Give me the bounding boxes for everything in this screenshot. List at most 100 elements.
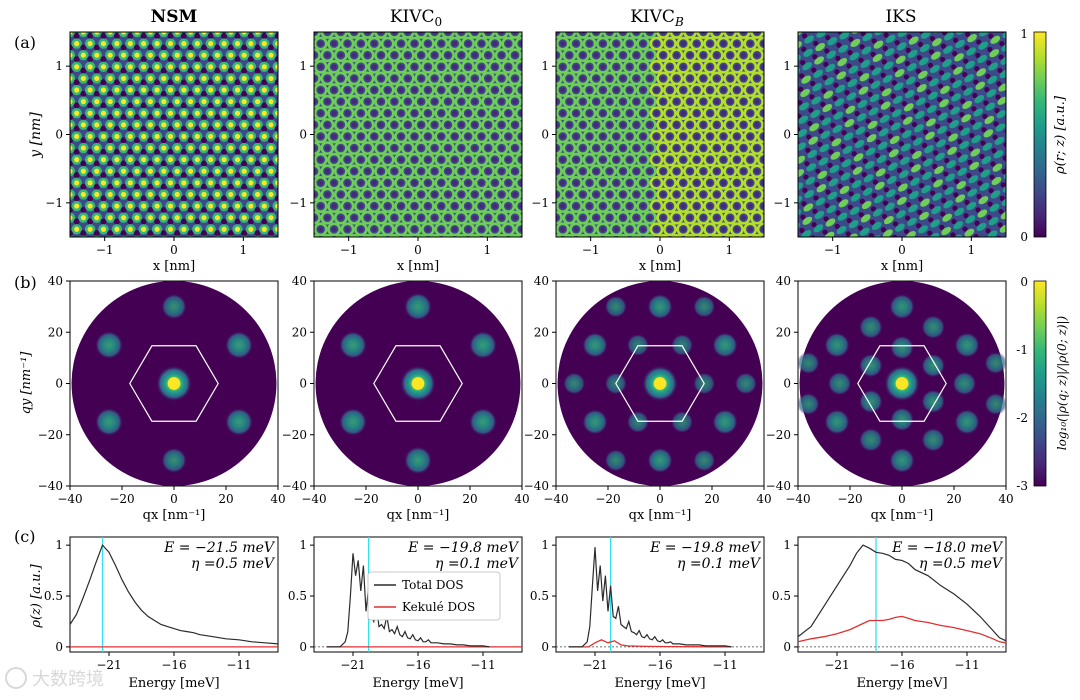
lattice-ring-hole	[580, 32, 586, 35]
lattice-hole	[73, 79, 80, 86]
lattice-site-core	[214, 191, 220, 198]
row-a-ylabel: y [nm]	[28, 112, 44, 159]
lattice-site	[871, 67, 882, 76]
lattice-hole	[831, 109, 837, 115]
lattice-site-core	[87, 110, 93, 116]
colorbar-a	[1033, 31, 1047, 238]
lattice-ring-hole	[600, 87, 606, 93]
lattice-ring-hole	[754, 99, 760, 105]
lattice-site	[1007, 103, 1020, 115]
lattice-site	[897, 32, 908, 38]
lattice-ring	[320, 164, 335, 179]
lattice-hole	[925, 89, 932, 95]
lattice-ring	[347, 117, 362, 132]
lattice-ring-hole	[492, 110, 498, 116]
lattice-ring-hole	[680, 110, 686, 116]
lattice-ring	[663, 106, 677, 121]
lattice-ring	[556, 36, 570, 51]
lattice-site	[906, 63, 917, 72]
lattice-site	[957, 167, 968, 176]
lattice-hole	[87, 195, 94, 202]
lattice-ring-hole	[344, 157, 351, 163]
lattice-ring-hole	[741, 99, 747, 105]
lattice-site-core	[221, 203, 227, 209]
lattice-hole	[261, 56, 268, 63]
dos-xtick-label: −21	[340, 658, 365, 672]
lattice-ring	[683, 117, 697, 132]
lattice-ring	[434, 152, 449, 167]
lattice-ring-hole	[432, 32, 438, 35]
lattice-hole	[154, 242, 160, 248]
lattice-hole	[855, 97, 861, 103]
lattice-hole	[147, 90, 154, 97]
lattice-ring-hole	[741, 75, 747, 82]
lattice-ring-hole	[325, 238, 330, 243]
lattice-ring	[508, 141, 522, 155]
lattice-ring-hole	[432, 52, 438, 58]
lattice-ring-hole	[714, 122, 720, 128]
lattice-site	[990, 21, 1003, 33]
lattice-ring	[663, 129, 677, 144]
panel-a-KIVCB-xtick-label: 1	[726, 243, 734, 257]
lattice-ring-hole	[499, 122, 505, 128]
lattice-ring-hole	[318, 203, 324, 209]
lattice-ring-hole	[519, 64, 522, 70]
fourier-peak	[582, 409, 608, 435]
lattice-ring-hole	[741, 238, 746, 243]
lattice-ring-hole	[492, 226, 498, 232]
lattice-hole	[100, 79, 107, 86]
lattice-hole	[955, 165, 961, 171]
lattice-ring-hole	[331, 133, 337, 140]
lattice-hole	[857, 225, 863, 231]
lattice-ring	[347, 32, 362, 39]
lattice-ring-hole	[398, 157, 404, 163]
lattice-hole	[834, 223, 840, 229]
lattice-ring	[400, 32, 415, 39]
lattice-site	[973, 108, 984, 117]
lattice-ring-hole	[472, 168, 478, 174]
lattice-ring	[494, 117, 509, 132]
lattice-site-core	[234, 226, 241, 232]
lattice-ring-hole	[580, 52, 586, 58]
lattice-ring	[622, 106, 637, 121]
lattice-hole	[833, 82, 839, 88]
lattice-site	[981, 155, 992, 165]
lattice-ring	[454, 141, 469, 155]
energy-annotation: E = −21.5 meV	[163, 540, 276, 556]
lattice-hole	[87, 32, 94, 39]
lattice-site-core	[282, 169, 287, 174]
lattice-ring-hole	[647, 215, 653, 221]
lattice-hole	[834, 69, 840, 75]
lattice-ring-hole	[633, 191, 640, 198]
lattice-hole	[987, 46, 993, 53]
lattice-ring-hole	[365, 238, 370, 243]
lattice-ring	[629, 48, 644, 63]
lattice-ring	[616, 141, 630, 155]
lattice-hole	[849, 23, 854, 28]
lattice-ring-hole	[391, 191, 397, 198]
lattice-ring-hole	[600, 226, 606, 232]
lattice-ring-hole	[741, 122, 747, 128]
lattice-hole	[812, 54, 818, 60]
lattice-ring-hole	[600, 157, 606, 163]
lattice-hole	[1007, 89, 1012, 94]
lattice-hole	[241, 160, 248, 167]
lattice-ring	[703, 175, 717, 190]
lattice-site	[966, 47, 976, 56]
lattice-ring-hole	[707, 87, 713, 93]
lattice-ring	[636, 175, 650, 190]
lattice-ring	[314, 164, 321, 179]
lattice-ring	[709, 71, 724, 86]
lattice-hole	[80, 67, 87, 74]
lattice-ring-hole	[707, 110, 713, 116]
lattice-hole	[120, 137, 127, 144]
lattice-site-core	[282, 122, 287, 127]
lattice-site-core	[167, 133, 174, 140]
lattice-hole	[906, 202, 912, 208]
lattice-ring	[327, 175, 341, 190]
lattice-hole	[140, 125, 147, 132]
fourier-peak	[984, 392, 1007, 416]
lattice-ring-hole	[526, 145, 531, 150]
lattice-ring-hole	[714, 191, 720, 198]
lattice-ring-hole	[720, 157, 727, 163]
